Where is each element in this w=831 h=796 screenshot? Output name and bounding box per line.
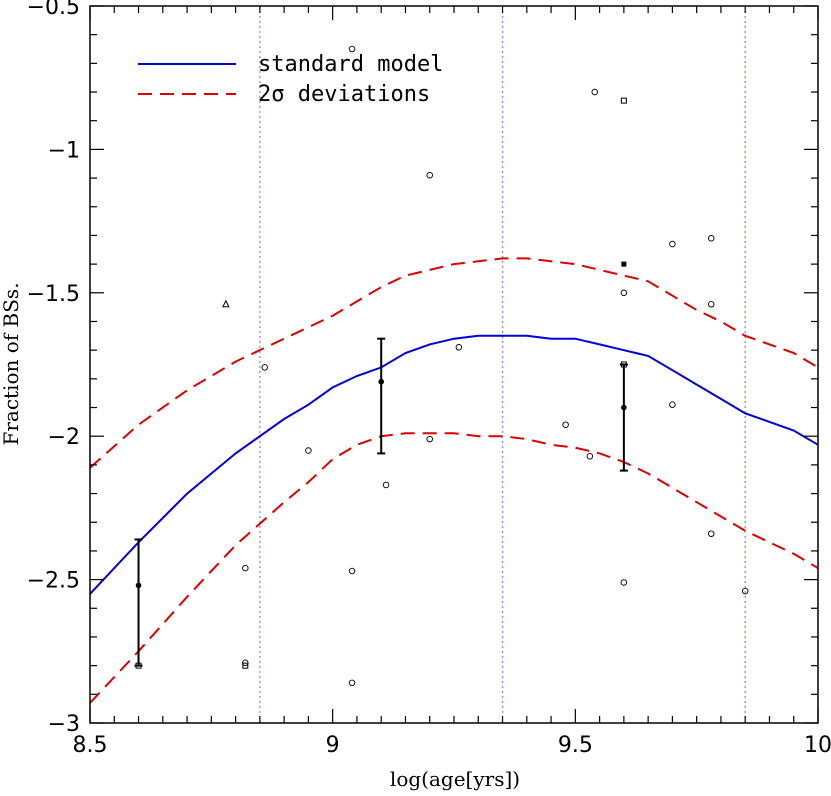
open-circle-point-19 (620, 579, 628, 586)
y-tick-label-3: −1.5 (27, 282, 80, 307)
open-square-point-2 (242, 662, 249, 669)
y-tick-label-5: −2.5 (27, 569, 80, 594)
open-circle-point-17 (242, 564, 249, 572)
axes: 8.5 9 9.5 10 −0.5 −1 −1.5 −2 −2.5 −3 (27, 0, 831, 758)
error-bar-1 (134, 538, 143, 667)
open-circle-point-8 (455, 344, 463, 351)
open-square-point-1 (620, 97, 627, 104)
x-tick-label-4: 10 (804, 733, 831, 758)
open-circle-point-1 (348, 45, 356, 53)
y-tick-label-4: −2 (48, 425, 80, 450)
open-circle-point-4 (669, 240, 676, 248)
open-circle-point-7 (707, 301, 715, 308)
error-bars (134, 337, 628, 667)
open-circle-point-13 (305, 447, 312, 454)
series-line-2 (89, 257, 819, 469)
open-circle-point-12 (426, 435, 433, 443)
open-circle-point-11 (562, 421, 569, 428)
x-axis-title: log(age[yrs]) (390, 767, 520, 791)
legend-label-1: standard model (258, 52, 443, 77)
y-tick-label-6: −3 (48, 712, 80, 737)
y-axis-title: Fraction of BSs. (0, 282, 23, 445)
open-circle-point-20 (741, 587, 749, 595)
error-bar-mean-point (378, 378, 385, 385)
open-circle-point-3 (426, 171, 433, 179)
open-circle-point-9 (261, 364, 268, 371)
model-curves (89, 257, 819, 704)
open-triangle-point-1 (222, 299, 230, 308)
y-tick-label-1: −0.5 (27, 0, 80, 20)
filled-square-point-1 (621, 261, 627, 267)
open-circle-point-15 (382, 481, 390, 489)
error-bar-3 (619, 363, 628, 472)
open-circle-point-16 (707, 530, 715, 537)
series-line-1 (89, 334, 819, 595)
open-circle-point-10 (669, 401, 676, 408)
legend: standard model 2σ deviations (138, 52, 443, 107)
series-line-3 (89, 432, 819, 704)
open-circle-point-22 (348, 679, 356, 687)
x-tick-label-3: 9.5 (558, 733, 593, 758)
open-circle-point-6 (620, 289, 628, 297)
legend-label-2: 2σ deviations (258, 82, 430, 107)
open-circle-point-2 (591, 88, 598, 96)
open-circle-point-14 (586, 453, 594, 460)
vertical-reference-lines (259, 6, 746, 723)
error-bar-mean-point (135, 582, 142, 589)
open-circle-point-18 (348, 567, 356, 575)
y-tick-label-2: −1 (48, 138, 80, 163)
plot-frame (89, 5, 819, 724)
open-circle-point-5 (707, 235, 715, 242)
error-bar-2 (377, 337, 386, 455)
error-bar-mean-point (621, 404, 627, 411)
data-points (135, 45, 749, 687)
x-tick-label-2: 9 (326, 733, 340, 758)
x-tick-label-1: 8.5 (73, 733, 108, 758)
